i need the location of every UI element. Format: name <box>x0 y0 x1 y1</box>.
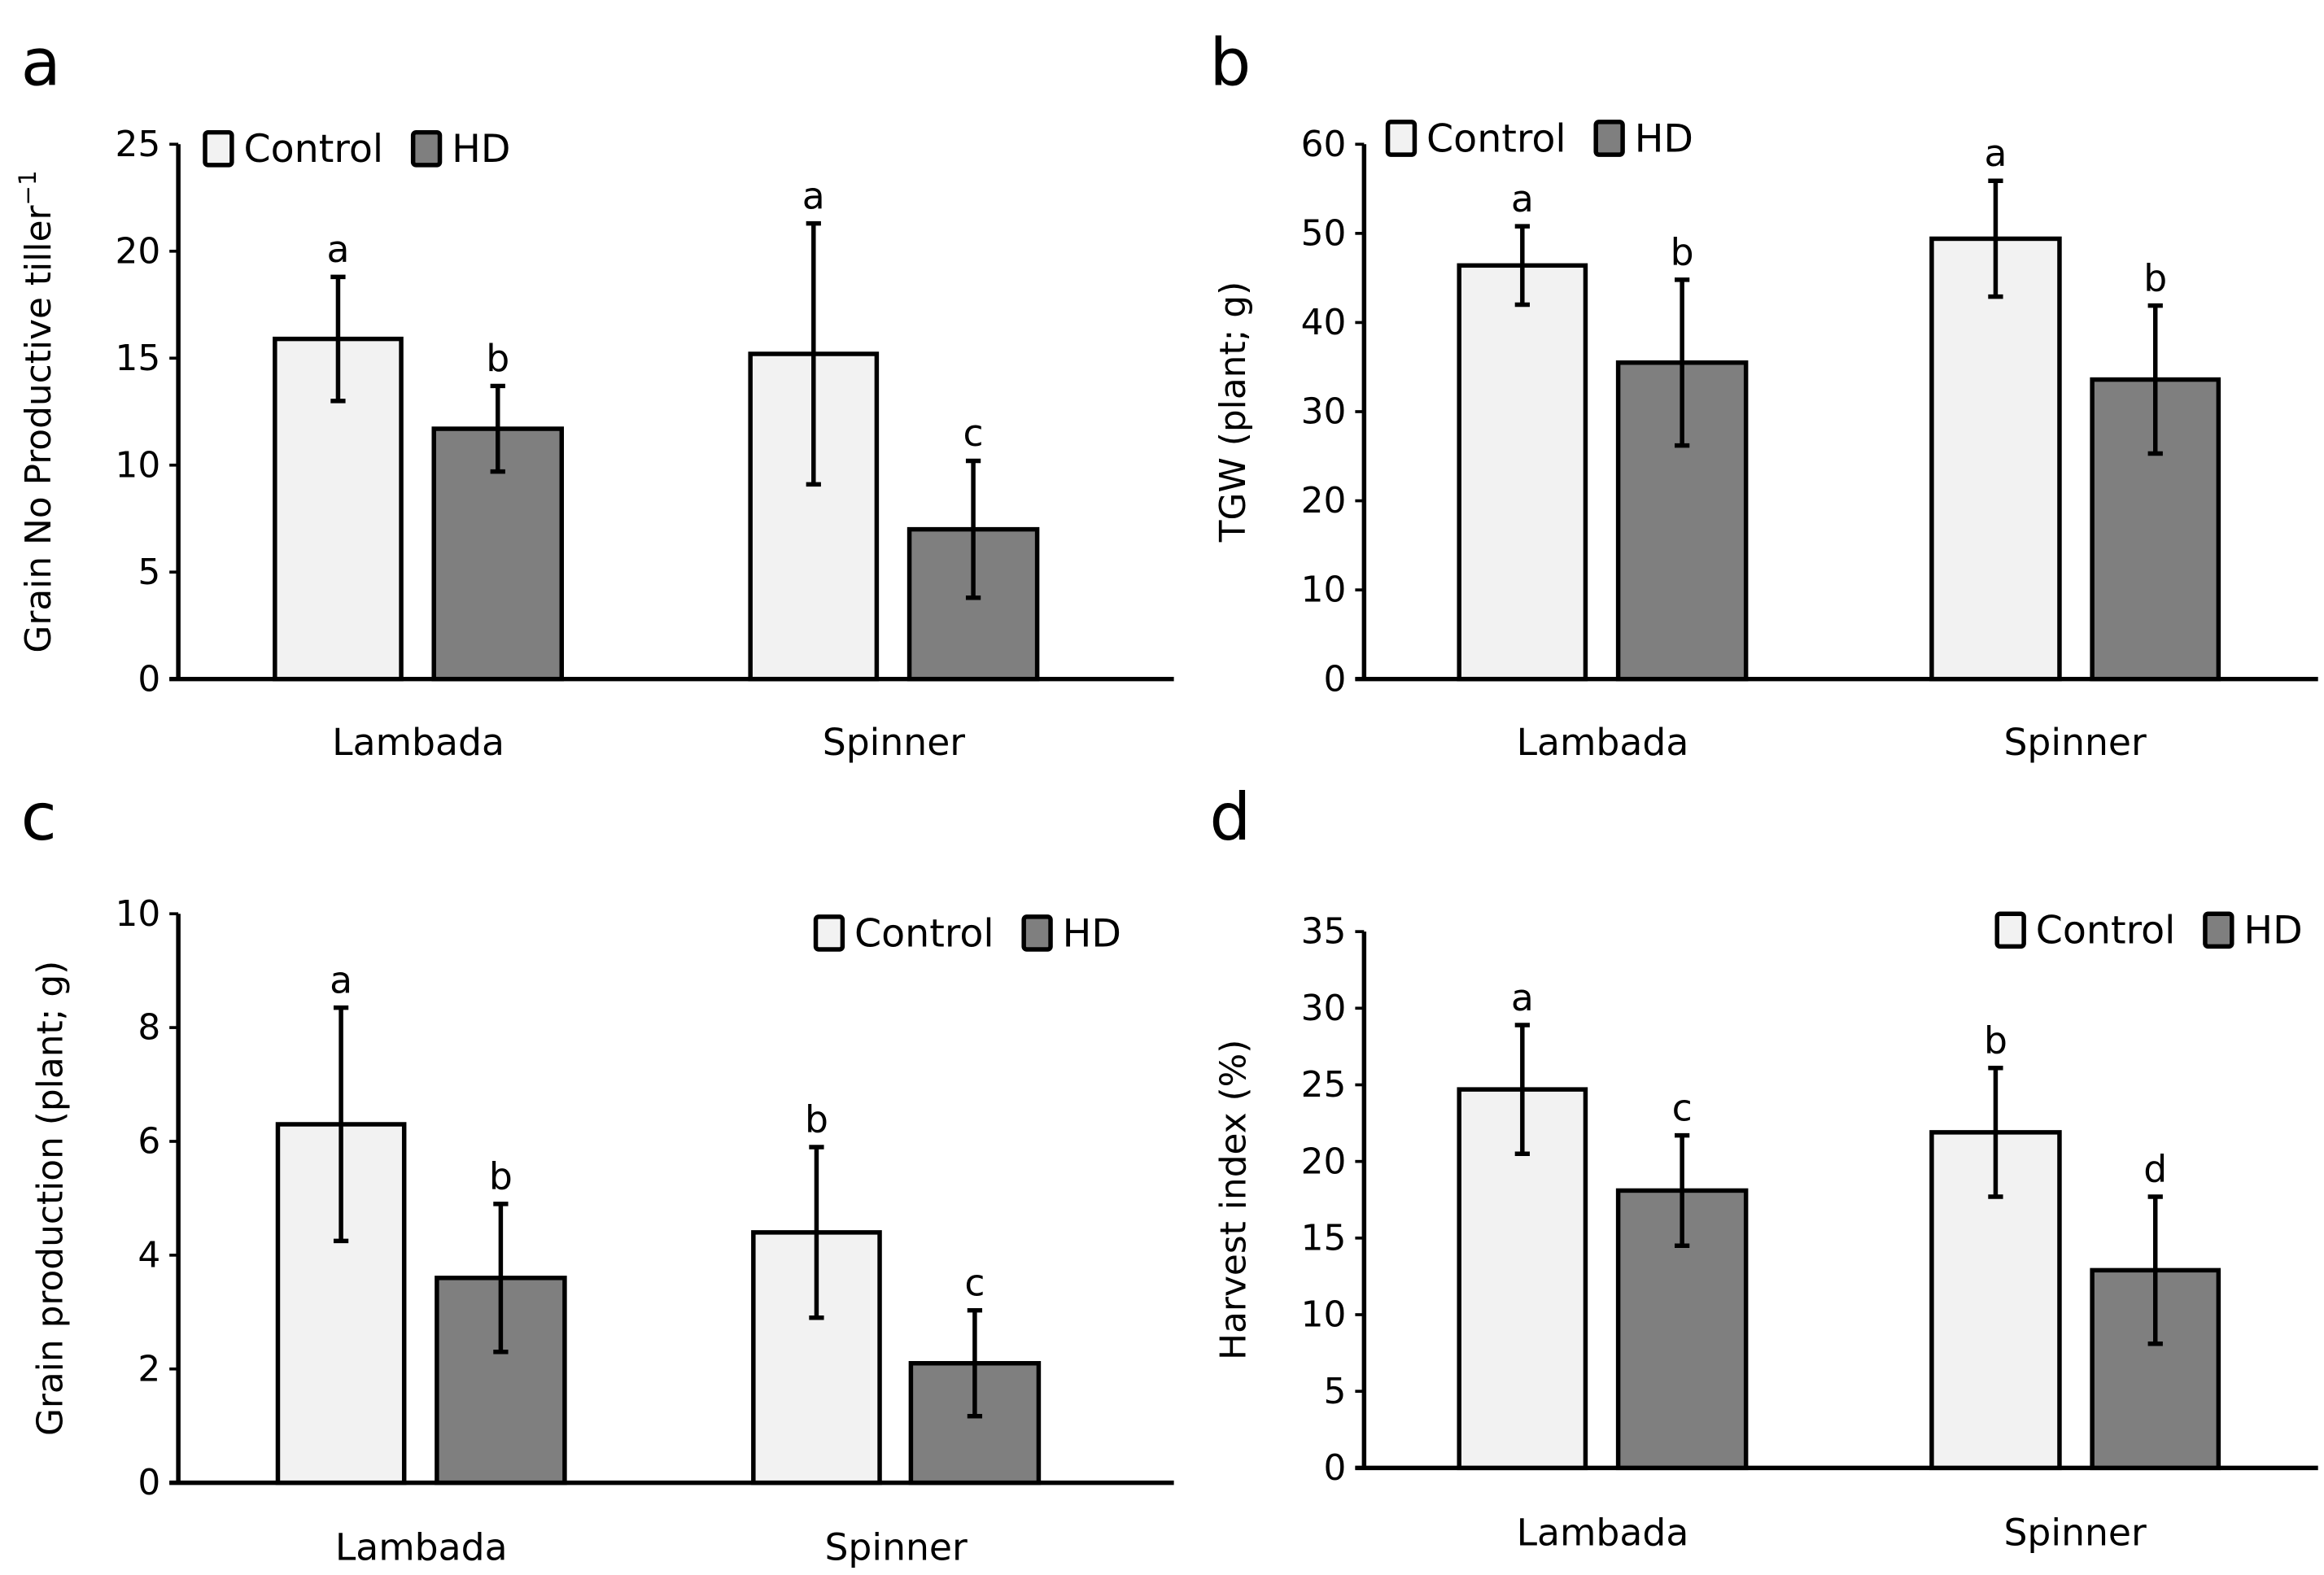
y-axis-label: Harvest index (%) <box>1212 1040 1254 1360</box>
y-tick-label: 20 <box>1301 480 1347 521</box>
legend-label-control: Control <box>243 127 383 172</box>
bar-control-spinner <box>748 351 880 682</box>
legend-label-control: Control <box>1426 116 1566 161</box>
significance-letter: b <box>489 1155 513 1198</box>
legend-label-control: Control <box>2036 909 2176 953</box>
category-label: Spinner <box>824 1526 968 1569</box>
y-tick-label: 25 <box>1301 1064 1347 1106</box>
y-tick-label: 25 <box>115 124 160 165</box>
significance-letter: c <box>964 1261 985 1304</box>
legend-label-hd: HD <box>452 127 510 172</box>
category-label: Spinner <box>2003 721 2147 764</box>
category-label: Lambada <box>1517 1511 1689 1554</box>
y-tick-label: 5 <box>1324 1371 1347 1412</box>
legend-swatch-control <box>813 914 845 952</box>
category-label: Lambada <box>1517 721 1689 764</box>
y-tick-label: 0 <box>138 1462 160 1503</box>
y-tick-label: 60 <box>1301 124 1347 165</box>
y-tick-label: 0 <box>1324 658 1347 700</box>
y-tick-label: 20 <box>115 230 160 272</box>
y-tick-label: 10 <box>1301 1294 1347 1336</box>
legend-label-hd: HD <box>1063 911 1121 956</box>
significance-letter: a <box>330 958 352 1001</box>
y-tick-label: 0 <box>138 658 160 700</box>
y-tick-label: 30 <box>1301 988 1347 1029</box>
significance-letter: a <box>326 228 349 271</box>
significance-letter: c <box>1672 1086 1693 1129</box>
y-tick-label: 30 <box>1301 391 1347 433</box>
y-tick-label: 50 <box>1301 212 1347 254</box>
y-tick-label: 2 <box>138 1348 160 1390</box>
y-tick-label: 40 <box>1301 302 1347 343</box>
legend-swatch-hd <box>1021 914 1053 952</box>
significance-letter: a <box>1511 177 1534 220</box>
bar-control-spinner <box>1929 236 2062 682</box>
y-axis-label-superscript: −1 <box>14 170 42 205</box>
significance-letter: a <box>1511 976 1534 1019</box>
category-label: Lambada <box>332 721 505 764</box>
y-tick-label: 5 <box>138 552 160 593</box>
legend-swatch-control <box>203 129 234 168</box>
legend-label-control: Control <box>854 911 994 956</box>
significance-letter: d <box>2143 1148 2167 1191</box>
significance-letter: b <box>1984 1019 2007 1062</box>
significance-letter: a <box>802 174 825 217</box>
legend-label-hd: HD <box>1635 116 1693 161</box>
y-axis-label: Grain production (plant; g) <box>30 961 72 1436</box>
legend: Control HD <box>203 127 510 172</box>
category-label: Lambada <box>335 1526 508 1569</box>
panel-letter: b <box>1209 24 1251 100</box>
category-label: Spinner <box>823 721 966 764</box>
panel-letter: d <box>1209 779 1251 855</box>
y-tick-label: 10 <box>115 893 160 935</box>
y-tick-label: 8 <box>138 1007 160 1049</box>
category-label: Spinner <box>2003 1511 2147 1554</box>
legend-swatch-control <box>1994 911 2026 949</box>
y-tick-label: 35 <box>1301 911 1347 953</box>
y-tick-label: 10 <box>1301 569 1347 611</box>
y-tick-label: 6 <box>138 1121 160 1163</box>
panel-a: a 0 5 10 15 20 25 Grain No Productive tiller−1 L… <box>14 24 1174 764</box>
bar-control-lambada <box>1457 263 1588 682</box>
significance-letter: a <box>1984 132 2007 175</box>
y-tick-label: 20 <box>1301 1141 1347 1182</box>
y-tick-label: 4 <box>138 1234 160 1276</box>
panel-letter: c <box>21 779 57 855</box>
panel-d: d 0 5 10 15 20 25 30 35 Harvest index (%) Lambada a… <box>1209 779 2318 1554</box>
legend: Control HD <box>813 911 1121 956</box>
significance-letter: b <box>1671 231 1694 274</box>
panel-c: c 0 2 4 6 8 10 Grain production (plant; g) Lamba… <box>21 779 1174 1569</box>
legend-swatch-hd <box>410 129 443 168</box>
significance-letter: b <box>2143 256 2167 299</box>
panel-b: b 0 10 20 30 40 50 60 TGW (plant; g) Lambada a b Spi… <box>1209 24 2318 764</box>
y-tick-label: 0 <box>1324 1447 1347 1489</box>
legend-swatch-hd <box>1593 120 1625 157</box>
legend-swatch-control <box>1385 120 1418 157</box>
y-axis-label: TGW (plant; g) <box>1212 281 1254 543</box>
legend: Control HD <box>1994 909 2303 953</box>
significance-letter: b <box>805 1098 828 1141</box>
panel-letter: a <box>21 24 61 100</box>
legend-label-hd: HD <box>2243 909 2302 953</box>
y-axis-label: Grain No Productive tiller−1 <box>14 170 59 652</box>
y-tick-label: 15 <box>115 338 160 379</box>
significance-letter: c <box>963 412 984 455</box>
legend-swatch-hd <box>2203 911 2234 949</box>
y-tick-label: 10 <box>115 444 160 486</box>
significance-letter: b <box>486 337 509 380</box>
y-tick-label: 15 <box>1301 1217 1347 1259</box>
legend: Control HD <box>1385 116 1693 161</box>
